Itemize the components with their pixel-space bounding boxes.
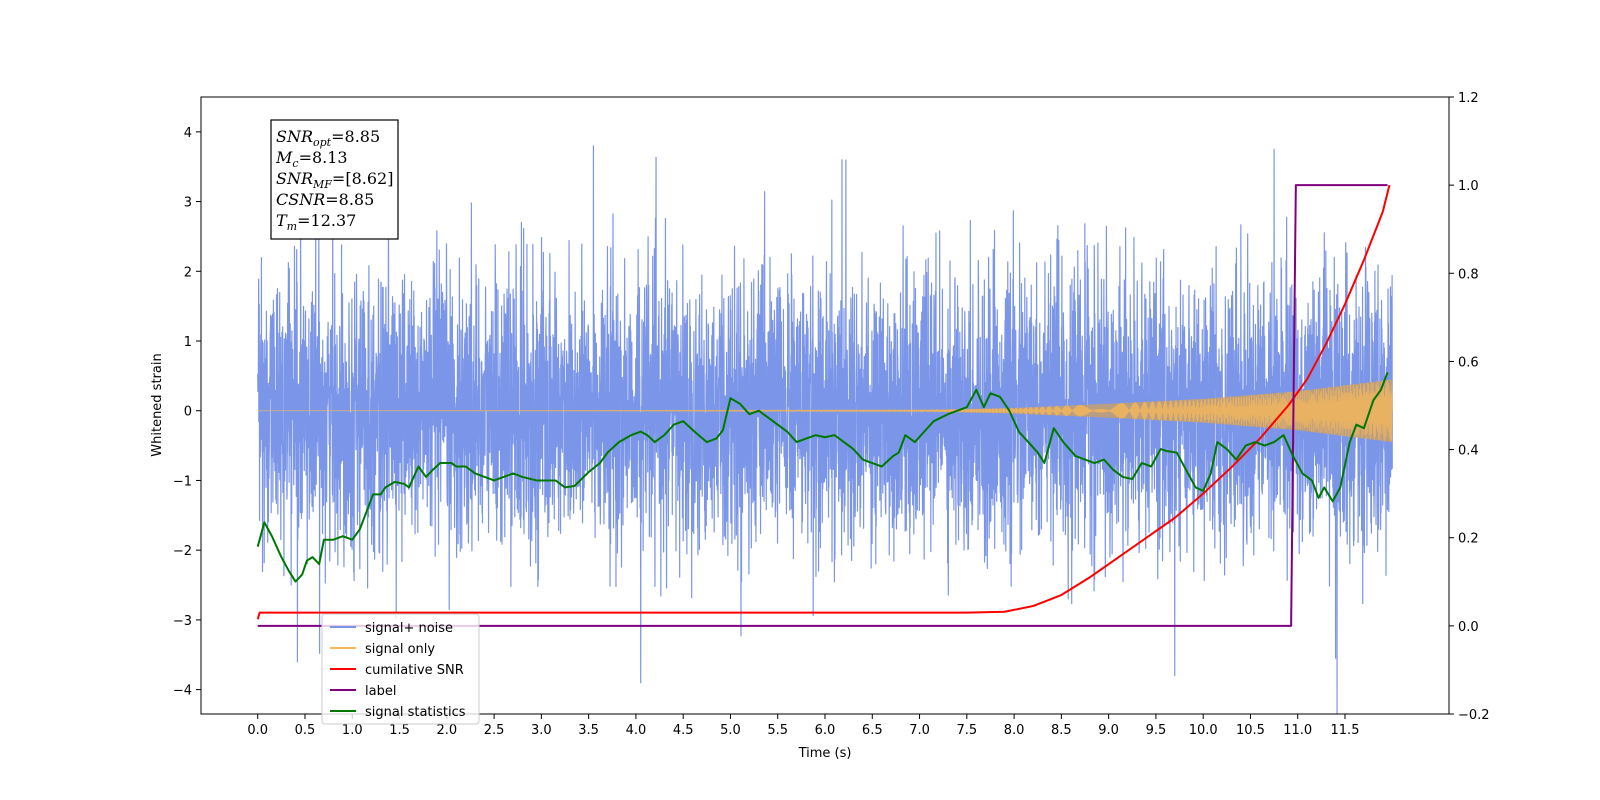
y-tick-label-left: −3	[173, 614, 192, 629]
legend-label: signal+ noise	[365, 621, 453, 636]
y-tick-label-right: −0.2	[1458, 708, 1490, 723]
x-tick-label: 1.5	[389, 723, 410, 738]
x-tick-label: 9.5	[1146, 723, 1167, 738]
x-tick-label: 10.0	[1189, 723, 1218, 738]
y-tick-label-left: −4	[173, 684, 192, 699]
x-tick-label: 11.5	[1331, 723, 1360, 738]
y-tick-label-right: 1.0	[1458, 179, 1479, 194]
legend-frame	[321, 613, 480, 725]
y-tick-label-left: 2	[184, 265, 192, 280]
x-tick-label: 0.5	[295, 723, 316, 738]
info-box-frame	[270, 119, 399, 240]
x-tick-label: 7.5	[956, 723, 977, 738]
y-tick-label-left: −1	[173, 474, 192, 489]
axes: 0.0 0.5 1.0 1.5 2.0 2.5 3.0 3.5 4.0 4.5 5.0 5.5 6.0 6…	[173, 91, 1490, 738]
x-tick-label: 3.0	[531, 723, 552, 738]
x-tick-label: 8.0	[1004, 723, 1025, 738]
x-tick-label: 0.0	[247, 723, 268, 738]
x-axis-label: Time (s)	[798, 746, 852, 761]
x-tick-label: 2.5	[484, 723, 505, 738]
legend: signal+ noise signal only cumilative SNR la…	[321, 613, 480, 725]
x-tick-label: 8.5	[1051, 723, 1072, 738]
y-tick-label-left: 0	[184, 405, 192, 420]
y-tick-label-right: 1.2	[1458, 91, 1479, 106]
legend-label: signal statistics	[365, 705, 466, 720]
x-tick-label: 11.0	[1283, 723, 1312, 738]
y-tick-label-right: 0.2	[1458, 532, 1479, 547]
y-tick-label-left: 3	[184, 196, 192, 211]
x-tick-label: 9.0	[1098, 723, 1119, 738]
legend-label: signal only	[365, 642, 435, 657]
series-signal-noise	[257, 145, 1393, 714]
x-tick-label: 1.0	[342, 723, 363, 738]
y-tick-label-right: 0.6	[1458, 355, 1479, 370]
info-line: SNRMF=[8.62]	[276, 169, 393, 191]
legend-label: label	[365, 684, 396, 699]
series-cumulative-snr	[256, 184, 1391, 620]
x-tick-label: 10.5	[1236, 723, 1265, 738]
y-tick-label-right: 0.4	[1458, 444, 1479, 459]
series-signal-statistics	[256, 372, 1389, 583]
x-tick-label: 6.0	[815, 723, 836, 738]
y-tick-label-right: 0.0	[1458, 620, 1479, 635]
x-tick-label: 4.5	[673, 723, 694, 738]
series-label	[257, 184, 1388, 627]
x-tick-label: 4.0	[626, 723, 647, 738]
info-line: Tm=12.37	[276, 211, 356, 233]
info-line: SNRopt=8.85	[276, 127, 380, 149]
y-axis-label-left: Whitened strain	[150, 353, 165, 456]
x-tick-label: 5.5	[767, 723, 788, 738]
x-tick-label: 3.5	[578, 723, 599, 738]
y-tick-label-left: 1	[184, 335, 192, 350]
series-signal-only	[257, 380, 1393, 442]
legend-label: cumilative SNR	[365, 663, 464, 678]
plot-area	[256, 145, 1393, 714]
x-tick-label: 2.0	[436, 723, 457, 738]
info-line: CSNR=8.85	[276, 190, 374, 209]
info-line: Mc=8.13	[275, 148, 348, 170]
y-tick-label-left: 4	[184, 126, 192, 141]
y-tick-label-left: −2	[173, 544, 192, 559]
x-tick-label: 7.0	[909, 723, 930, 738]
x-tick-label: 6.5	[862, 723, 883, 738]
y-tick-label-right: 0.8	[1458, 267, 1479, 282]
x-tick-label: 5.0	[720, 723, 741, 738]
